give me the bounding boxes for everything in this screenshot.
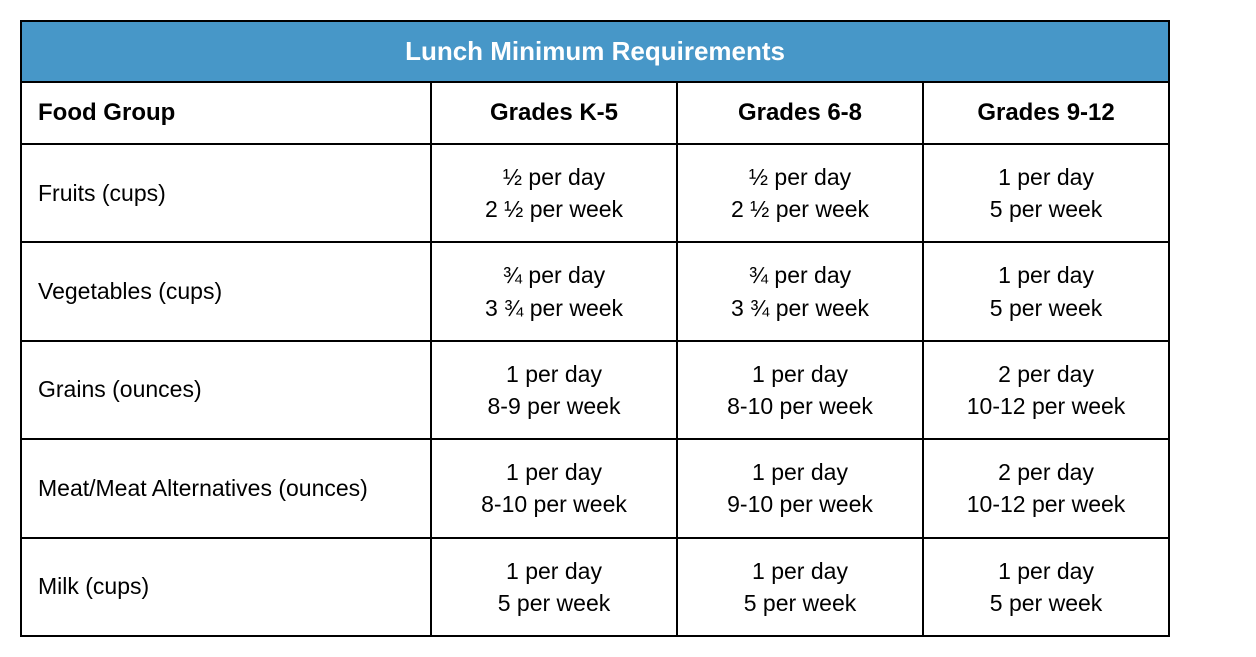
per-day-value: 1 per day [752,459,848,485]
food-group-label: Milk (cups) [21,538,431,636]
cell-912: 1 per day 5 per week [923,144,1169,242]
per-week-value: 5 per week [498,590,611,616]
food-group-label: Vegetables (cups) [21,242,431,340]
per-week-value: 5 per week [744,590,857,616]
column-header-grades-k5: Grades K-5 [431,82,677,144]
per-week-value: 10-12 per week [967,393,1126,419]
per-day-value: 1 per day [998,558,1094,584]
per-day-value: 1 per day [752,558,848,584]
cell-912: 1 per day 5 per week [923,242,1169,340]
per-week-value: 5 per week [990,295,1103,321]
table-row: Fruits (cups) ½ per day 2 ½ per week ½ p… [21,144,1169,242]
per-day-value: ¾ per day [749,262,851,288]
cell-k5: 1 per day 5 per week [431,538,677,636]
column-header-grades-68: Grades 6-8 [677,82,923,144]
cell-912: 2 per day 10-12 per week [923,439,1169,537]
lunch-requirements-table: Lunch Minimum Requirements Food Group Gr… [20,20,1170,637]
per-day-value: 1 per day [506,558,602,584]
per-day-value: ½ per day [503,164,605,190]
food-group-label: Fruits (cups) [21,144,431,242]
cell-k5: ½ per day 2 ½ per week [431,144,677,242]
per-week-value: 5 per week [990,590,1103,616]
per-week-value: 10-12 per week [967,491,1126,517]
per-week-value: 3 ¾ per week [485,295,623,321]
cell-68: 1 per day 8-10 per week [677,341,923,439]
column-header-food-group: Food Group [21,82,431,144]
cell-68: 1 per day 9-10 per week [677,439,923,537]
per-week-value: 9-10 per week [727,491,873,517]
cell-68: ¾ per day 3 ¾ per week [677,242,923,340]
table-title-row: Lunch Minimum Requirements [21,21,1169,82]
cell-k5: 1 per day 8-10 per week [431,439,677,537]
cell-68: ½ per day 2 ½ per week [677,144,923,242]
per-day-value: 2 per day [998,459,1094,485]
per-day-value: 1 per day [998,262,1094,288]
cell-912: 1 per day 5 per week [923,538,1169,636]
per-week-value: 5 per week [990,196,1103,222]
food-group-label: Meat/Meat Alternatives (ounces) [21,439,431,537]
table-row: Vegetables (cups) ¾ per day 3 ¾ per week… [21,242,1169,340]
per-day-value: 1 per day [506,361,602,387]
per-week-value: 2 ½ per week [485,196,623,222]
per-day-value: ½ per day [749,164,851,190]
per-day-value: ¾ per day [503,262,605,288]
per-day-value: 1 per day [998,164,1094,190]
cell-912: 2 per day 10-12 per week [923,341,1169,439]
per-week-value: 8-10 per week [481,491,627,517]
per-day-value: 1 per day [506,459,602,485]
per-week-value: 8-9 per week [488,393,621,419]
per-week-value: 2 ½ per week [731,196,869,222]
per-day-value: 1 per day [752,361,848,387]
table-row: Milk (cups) 1 per day 5 per week 1 per d… [21,538,1169,636]
cell-k5: ¾ per day 3 ¾ per week [431,242,677,340]
per-week-value: 3 ¾ per week [731,295,869,321]
per-week-value: 8-10 per week [727,393,873,419]
column-header-grades-912: Grades 9-12 [923,82,1169,144]
cell-68: 1 per day 5 per week [677,538,923,636]
table-row: Grains (ounces) 1 per day 8-9 per week 1… [21,341,1169,439]
per-day-value: 2 per day [998,361,1094,387]
food-group-label: Grains (ounces) [21,341,431,439]
table-header-row: Food Group Grades K-5 Grades 6-8 Grades … [21,82,1169,144]
table-row: Meat/Meat Alternatives (ounces) 1 per da… [21,439,1169,537]
cell-k5: 1 per day 8-9 per week [431,341,677,439]
table-title: Lunch Minimum Requirements [21,21,1169,82]
